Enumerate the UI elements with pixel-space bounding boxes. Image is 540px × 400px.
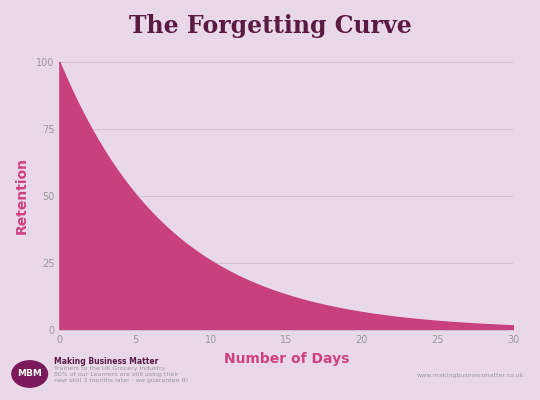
Text: MBM: MBM [17, 370, 42, 378]
Text: www.makingbusinessmatter.co.uk: www.makingbusinessmatter.co.uk [416, 374, 524, 378]
Text: Making Business Matter: Making Business Matter [54, 358, 158, 366]
X-axis label: Number of Days: Number of Days [224, 352, 349, 366]
Text: Trainers to the UK Grocery Industry: Trainers to the UK Grocery Industry [54, 366, 165, 371]
Y-axis label: Retention: Retention [15, 158, 29, 234]
Text: new skill 3 months later - we guarantee it!: new skill 3 months later - we guarantee … [54, 378, 188, 383]
Text: 80% of our Learners are still using their: 80% of our Learners are still using thei… [54, 372, 179, 377]
Text: The Forgetting Curve: The Forgetting Curve [129, 14, 411, 38]
